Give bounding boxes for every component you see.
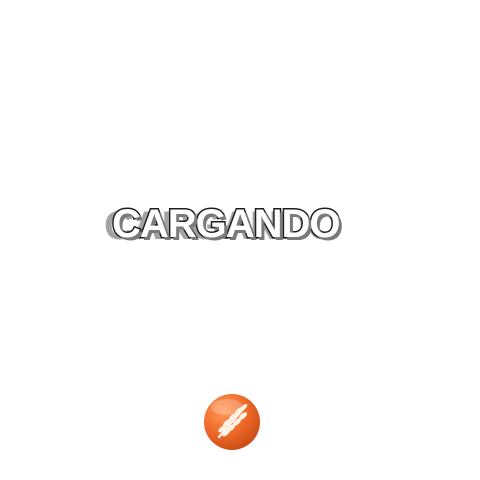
wheat-icon <box>203 393 261 451</box>
loading-text: CARGANDO <box>111 201 343 248</box>
loading-text-shadow: CARGANDO <box>104 204 339 248</box>
loading-indicator: CARGANDO CARGANDO <box>0 196 480 260</box>
